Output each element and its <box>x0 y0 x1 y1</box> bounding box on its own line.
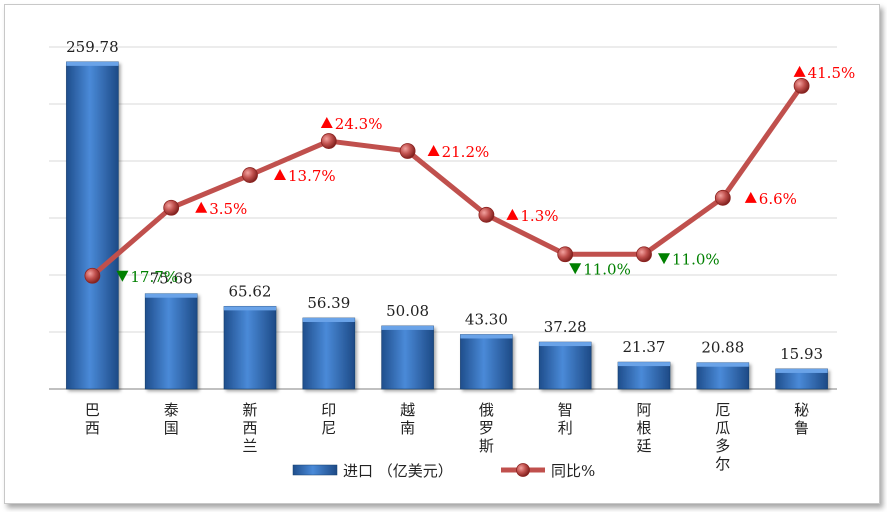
bar-top-highlight <box>145 293 198 298</box>
bar-top-highlight <box>224 306 276 311</box>
bar-value-label: 15.93 <box>780 345 823 363</box>
combo-chart: 259.78 75.68 65.62 56.39 50.08 43.30 37.28 21.3… <box>49 38 855 480</box>
category-label: 越南 <box>400 401 415 437</box>
line-point <box>793 77 810 94</box>
line-series <box>84 77 810 284</box>
percent-label: 3.5% <box>195 200 247 218</box>
category-label: 印尼 <box>321 401 336 437</box>
percent-text: 6.6% <box>759 190 797 208</box>
line-point <box>84 267 101 284</box>
up-triangle-icon <box>744 191 757 203</box>
up-triangle-icon <box>320 117 333 129</box>
category-labels: 巴西 泰国 新西兰 印尼 越南 俄罗斯 智利 阿根廷 厄瓜多尔 秘鲁 <box>85 401 809 473</box>
line-point <box>714 189 731 206</box>
percent-label: 41.5% <box>793 64 856 82</box>
percent-text: 1.3% <box>520 207 558 225</box>
percent-label: 1.3% <box>506 207 559 225</box>
bar-value-label: 75.68 <box>150 270 193 288</box>
percent-label: 6.6% <box>744 190 797 208</box>
bar-value-label: 37.28 <box>544 318 587 336</box>
percent-label: 13.7% <box>274 167 336 185</box>
down-triangle-icon <box>116 270 129 282</box>
legend-bar-swatch <box>292 464 338 476</box>
legend: 进口 （亿美元） 同比% <box>292 462 595 480</box>
percent-text: 3.5% <box>209 200 247 218</box>
percent-label: 17.7% <box>116 268 178 286</box>
bar <box>144 293 198 390</box>
up-triangle-icon <box>793 65 806 77</box>
bar-value-label: 21.37 <box>623 338 666 356</box>
category-label: 厄瓜多尔 <box>715 401 730 473</box>
bar-top-highlight <box>66 61 119 66</box>
bar <box>66 61 119 390</box>
bar <box>460 334 513 390</box>
bar <box>302 317 356 390</box>
percent-label: 11.0% <box>658 250 720 268</box>
bar-value-label: 43.30 <box>465 310 508 328</box>
bar <box>696 362 750 390</box>
line-point <box>399 143 416 159</box>
bar-top-highlight <box>539 342 592 347</box>
bar-top-highlight <box>618 362 670 367</box>
bar-top-highlight <box>302 317 355 322</box>
percent-text: 17.7% <box>130 268 178 286</box>
bar-series <box>66 61 828 390</box>
category-label: 巴西 <box>85 401 100 437</box>
bar-value-label: 56.39 <box>307 294 350 312</box>
category-label: 智利 <box>558 401 573 437</box>
legend-line-label: 同比% <box>551 462 595 480</box>
percent-labels: 17.7% 3.5% 13.7% 24.3% 21.2% 1.3% 11.0% 11.0% 6.… <box>116 64 855 286</box>
percent-label: 21.2% <box>427 143 490 161</box>
category-label: 俄罗斯 <box>479 401 494 455</box>
up-triangle-icon <box>427 145 440 156</box>
chart-frame: 259.78 75.68 65.62 56.39 50.08 43.30 37.28 21.3… <box>4 4 880 504</box>
line-point <box>320 133 337 149</box>
bar <box>538 341 592 390</box>
legend-bar-label: 进口 （亿美元） <box>343 462 453 480</box>
percent-text: 11.0% <box>583 260 631 278</box>
bar-value-labels: 259.78 75.68 65.62 56.39 50.08 43.30 37.28 21.3… <box>66 38 823 363</box>
line-point <box>478 206 495 223</box>
percent-text: 41.5% <box>808 64 856 82</box>
bar <box>223 306 277 390</box>
line-point <box>557 246 574 263</box>
legend-line-marker <box>516 463 530 477</box>
bar-top-highlight <box>696 362 749 367</box>
down-triangle-icon <box>658 253 670 265</box>
category-label: 泰国 <box>164 401 179 437</box>
percent-label: 24.3% <box>320 115 383 133</box>
category-label: 阿根廷 <box>636 401 651 455</box>
bar-value-label: 65.62 <box>229 282 272 300</box>
up-triangle-icon <box>274 169 286 181</box>
bar-value-label: 20.88 <box>701 339 744 357</box>
line-point <box>163 199 180 216</box>
percent-text: 21.2% <box>442 143 490 161</box>
bar-top-highlight <box>775 368 828 373</box>
line-point <box>636 246 652 263</box>
bar-value-label: 50.08 <box>386 302 429 320</box>
percent-text: 11.0% <box>672 250 720 268</box>
percent-label: 11.0% <box>569 260 631 278</box>
bar <box>381 325 434 390</box>
percent-text: 13.7% <box>288 167 336 185</box>
bar <box>617 361 671 390</box>
up-triangle-icon <box>506 208 519 220</box>
category-label: 秘鲁 <box>794 401 809 437</box>
up-triangle-icon <box>195 201 208 213</box>
bar-top-highlight <box>381 325 434 330</box>
percent-text: 24.3% <box>335 115 383 133</box>
line-path <box>90 84 804 278</box>
line-point <box>242 167 258 183</box>
category-label: 新西兰 <box>242 401 257 455</box>
down-triangle-icon <box>569 263 582 275</box>
bar-top-highlight <box>460 334 513 339</box>
bar-value-label: 259.78 <box>66 38 119 56</box>
